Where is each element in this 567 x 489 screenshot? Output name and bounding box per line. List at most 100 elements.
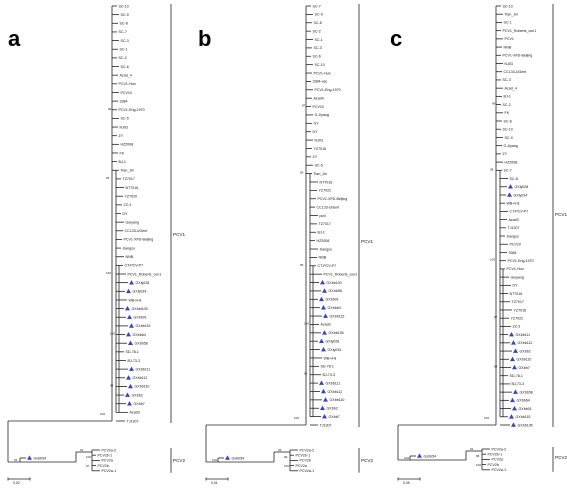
leaf-label: HZ2008 bbox=[317, 239, 330, 243]
leaf-label: PCV10 bbox=[121, 91, 132, 95]
clade-label-pcv1: PCV1 bbox=[555, 212, 567, 217]
leaf-label: PCV1-XFD-Beijing bbox=[124, 238, 154, 242]
sample-marker-triangle bbox=[129, 323, 134, 328]
leaf-label: PCV2b bbox=[300, 459, 311, 463]
leaf-label: ZZ-3 bbox=[124, 203, 132, 207]
bootstrap-value: 100 bbox=[284, 464, 289, 468]
leaf-label: GXbb110 bbox=[517, 358, 532, 362]
sample-marker-triangle bbox=[321, 305, 326, 310]
leaf-label: Jiangsu bbox=[320, 247, 332, 251]
leaf-label: PCV1_Roberts_con1 bbox=[128, 272, 162, 276]
leaf-label: Azad3 bbox=[130, 411, 140, 415]
sample-marker-triangle bbox=[513, 389, 518, 394]
leaf-label: NNB bbox=[126, 255, 134, 259]
leaf-label: CT-PCV-P7 bbox=[510, 210, 529, 214]
leaf-label: BJ-73-3 bbox=[512, 382, 525, 386]
bootstrap-value: 100 bbox=[294, 416, 299, 420]
bootstrap-value: 91 bbox=[470, 447, 474, 451]
leaf-label: PCV2b-1 bbox=[488, 453, 503, 457]
bootstrap-value: 100 bbox=[106, 271, 111, 275]
leaf-label: PCV10 bbox=[510, 243, 521, 247]
leaf-label: GXbb01 bbox=[326, 298, 339, 302]
leaf-label: GXbb64 bbox=[517, 399, 530, 403]
leaf-label: SC-10 bbox=[315, 63, 325, 67]
leaf-label: PCV1-XFD-Beijing bbox=[318, 197, 348, 201]
leaf-label: CCL33-UGent bbox=[125, 229, 148, 233]
leaf-label: PCV2a-1 bbox=[300, 469, 315, 473]
scale-bar-label: 0.01 bbox=[211, 481, 218, 485]
sample-marker-triangle bbox=[127, 401, 132, 406]
leaf-label: GXbb105 bbox=[329, 331, 344, 335]
leaf-label: BJ-1 bbox=[318, 231, 325, 235]
leaf-label: SC-9 bbox=[505, 136, 513, 140]
bootstrap-value: 100 bbox=[212, 458, 217, 462]
leaf-label: GXbb112 bbox=[328, 390, 343, 394]
bootstrap-value: 97 bbox=[86, 464, 90, 468]
leaf-label: PCV2a bbox=[296, 464, 307, 468]
leaf-label: WB-H-8 bbox=[324, 356, 337, 360]
leaf-label: PCV2a-1 bbox=[492, 468, 507, 472]
clade-label-pcv1: PCV1 bbox=[361, 239, 373, 244]
sample-marker-triangle bbox=[513, 348, 518, 353]
leaf-label: Azad4 bbox=[314, 96, 324, 100]
sample-marker-triangle bbox=[27, 455, 32, 460]
leaf-label: PCV2a-2 bbox=[300, 448, 315, 452]
sample-marker-triangle bbox=[126, 375, 131, 380]
panel-label: b bbox=[198, 26, 211, 51]
leaf-label: DY bbox=[513, 284, 519, 288]
leaf-label: YZ7022 bbox=[511, 316, 524, 320]
leaf-label: 3384 bbox=[120, 99, 128, 103]
leaf-label: NT7016 bbox=[320, 180, 333, 184]
leaf-label: GXly028 bbox=[326, 340, 340, 344]
leaf-label: GXbb7 bbox=[134, 402, 145, 406]
leaf-label: BJ-1 bbox=[504, 95, 511, 99]
leaf-label: SC-1 bbox=[504, 21, 512, 25]
leaf-label: GXbb7 bbox=[329, 415, 340, 419]
leaf-label: PCV2b bbox=[98, 464, 109, 468]
bootstrap-value: 87 bbox=[302, 104, 306, 108]
leaf-label: GXbb110 bbox=[135, 385, 150, 389]
leaf-label: Jiangsu bbox=[507, 234, 519, 238]
bootstrap-value: 99 bbox=[300, 171, 304, 175]
leaf-label: GXly034 bbox=[514, 193, 528, 197]
leaf-label: Guiyang bbox=[126, 220, 139, 224]
leaf-label: PCV2a-2 bbox=[102, 448, 117, 452]
panel-a-tree: a SC-10 SC-9 SC-8 SC-7 SC-3 SC-1 SC-2 SC-6 Azad_… bbox=[7, 4, 185, 485]
leaf-label: BJ-73-3 bbox=[323, 373, 336, 377]
leaf-label: GY bbox=[314, 122, 320, 126]
sample-marker-triangle bbox=[322, 288, 327, 293]
leaf-label: GXbb111 bbox=[516, 333, 531, 337]
bootstrap-value: 99 bbox=[492, 102, 496, 106]
panel-b-tree: b SC-7 SC-9 SC-8 SC-2 SC-1 SC-3 SC-6 SC-10 PCV1-… bbox=[198, 4, 373, 485]
leaf-label: PCV1-Eng-1970 bbox=[119, 108, 145, 112]
leaf-label: PCV2b bbox=[488, 463, 499, 467]
leaf-label: DY bbox=[313, 130, 319, 134]
leaf-label: SC-6 bbox=[121, 65, 129, 69]
bootstrap-value: 93 bbox=[278, 448, 282, 452]
leaf-label: SC-2 bbox=[119, 56, 127, 60]
leaf-label: Tian_Jin bbox=[121, 169, 134, 173]
panel-label: c bbox=[390, 26, 402, 51]
leaf-label: SC-10 bbox=[503, 4, 513, 8]
leaf-label: SC-9 bbox=[315, 13, 323, 17]
sample-marker-triangle bbox=[320, 279, 325, 285]
leaf-label: SD-78-1 bbox=[510, 374, 523, 378]
sample-marker-triangle bbox=[323, 313, 328, 318]
leaf-label: GXbb111 bbox=[136, 367, 151, 371]
leaf-label: SC-5 bbox=[121, 117, 129, 121]
leaf-label: WB-H-8 bbox=[507, 201, 520, 205]
sample-marker-triangle bbox=[129, 366, 134, 371]
scale-bar-label: 0.02 bbox=[13, 481, 20, 485]
panel-label: a bbox=[8, 26, 21, 51]
leaf-label: GXly028 bbox=[136, 281, 150, 285]
leaf-label: GXbb58 bbox=[329, 289, 342, 293]
leaf-label: Jiangsu bbox=[123, 246, 135, 250]
bootstrap-value: 96 bbox=[106, 176, 110, 180]
sample-marker-triangle bbox=[126, 331, 131, 337]
sample-marker-triangle bbox=[319, 380, 324, 385]
leaf-label: PCV2b-1 bbox=[98, 454, 113, 458]
leaf-label: SC-7 bbox=[504, 169, 512, 173]
leaf-label: GXbb105 bbox=[518, 423, 533, 427]
leaf-label: GXbb112 bbox=[518, 341, 533, 345]
leaf-label: ZY bbox=[503, 152, 508, 156]
